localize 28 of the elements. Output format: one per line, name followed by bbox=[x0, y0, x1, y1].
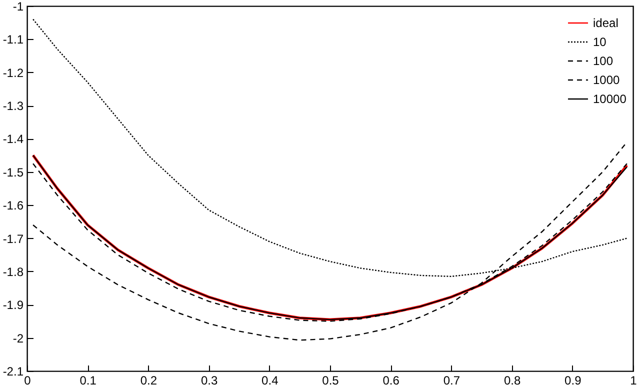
x-tick-label: 0.1 bbox=[80, 374, 97, 387]
y-tick-label: -1 bbox=[12, 0, 24, 14]
x-tick-label: 0 bbox=[24, 374, 32, 387]
y-tick-label: -1.1 bbox=[2, 32, 24, 47]
x-tick-label: 0.6 bbox=[382, 374, 400, 387]
legend-label: 10000 bbox=[593, 92, 627, 106]
legend-label: 100 bbox=[593, 54, 614, 68]
y-tick-label: -1.9 bbox=[2, 298, 24, 312]
y-tick-label: -1.8 bbox=[2, 264, 24, 279]
x-tick-label: 0.7 bbox=[443, 374, 460, 387]
y-tick-label: -2.1 bbox=[2, 364, 24, 378]
x-tick-label: 0.4 bbox=[262, 374, 279, 387]
y-tick-label: -2 bbox=[12, 331, 24, 346]
legend-label: ideal bbox=[593, 16, 618, 30]
x-tick-label: 1 bbox=[630, 374, 638, 387]
legend-label: 10 bbox=[593, 35, 607, 49]
x-tick-label: 0.9 bbox=[564, 374, 582, 387]
x-tick-label: 0.3 bbox=[200, 374, 218, 387]
y-tick-label: -1.7 bbox=[2, 232, 24, 246]
y-tick-label: -1.2 bbox=[2, 66, 24, 80]
y-tick-label: -1.4 bbox=[2, 132, 24, 146]
y-tick-label: -1.5 bbox=[2, 165, 24, 180]
x-tick-label: 0.2 bbox=[140, 374, 158, 387]
y-tick-label: -1.3 bbox=[2, 99, 24, 114]
legend-label: 1000 bbox=[593, 73, 620, 87]
y-tick-label: -1.6 bbox=[2, 198, 24, 213]
x-tick-label: 0.5 bbox=[322, 374, 340, 387]
x-tick-label: 0.8 bbox=[504, 374, 521, 387]
